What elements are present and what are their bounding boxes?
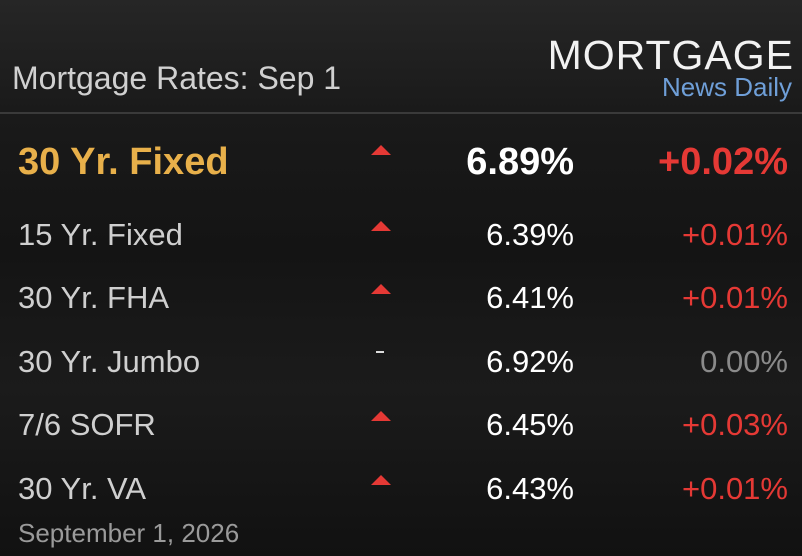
separator	[0, 112, 802, 114]
row-rate: 6.92%	[486, 344, 574, 380]
up-arrow	[371, 411, 391, 421]
logo: MORTGAGE	[547, 32, 794, 78]
row-name: 7/6 SOFR	[18, 407, 156, 443]
row-rate: 6.41%	[486, 280, 574, 316]
row-rate: 6.39%	[486, 217, 574, 253]
date: September 1, 2026	[18, 518, 240, 548]
up-arrow	[371, 145, 391, 155]
row-change: +0.01%	[681, 217, 788, 253]
row-name: 30 Yr. FHA	[18, 280, 170, 316]
row-name: 30 Yr. VA	[18, 471, 147, 507]
row-change: +0.01%	[681, 280, 788, 316]
row-change: 0.00%	[700, 344, 788, 380]
row-name: 15 Yr. Fixed	[18, 217, 183, 253]
row-rate: 6.43%	[486, 471, 574, 507]
row-rate: 6.89%	[466, 140, 574, 183]
flat-dash	[376, 351, 384, 353]
row-change: +0.02%	[658, 140, 788, 183]
up-arrow	[371, 284, 391, 294]
up-arrow	[371, 221, 391, 231]
row-name: 30 Yr. Fixed	[18, 140, 229, 183]
row-rate: 6.45%	[486, 407, 574, 443]
up-arrow	[371, 475, 391, 485]
row-change: +0.03%	[681, 407, 788, 443]
logo-tagline: News Daily	[661, 72, 792, 102]
row-name: 30 Yr. Jumbo	[18, 344, 201, 380]
title: Mortgage Rates: Sep 1	[12, 60, 342, 96]
row-change: +0.01%	[681, 471, 788, 507]
